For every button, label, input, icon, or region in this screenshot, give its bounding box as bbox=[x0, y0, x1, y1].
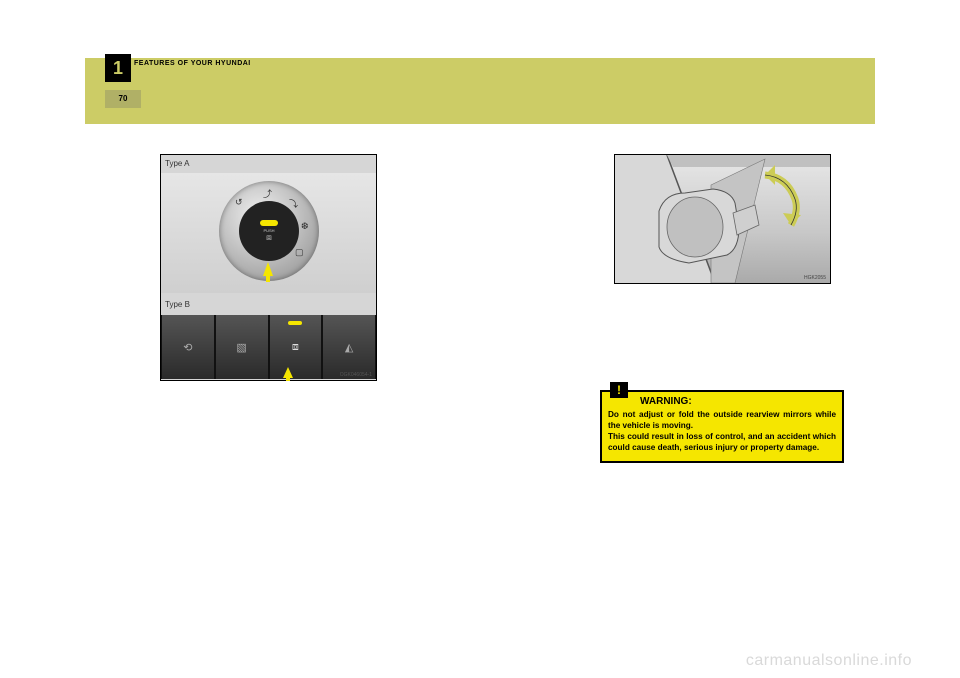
watermark: carmanualsonline.info bbox=[746, 652, 912, 670]
header-band bbox=[85, 58, 875, 124]
warning-text-2: This could result in loss of control, an… bbox=[608, 431, 836, 453]
figure-code-right: HGK2055 bbox=[804, 275, 826, 281]
warning-icon bbox=[610, 382, 628, 398]
mode-button-1: ⟲ bbox=[161, 315, 215, 379]
mirror-illustration bbox=[615, 155, 830, 283]
dial-center: PUSH ⧈ bbox=[239, 201, 299, 261]
page-number: 70 bbox=[105, 90, 141, 108]
warning-text-1: Do not adjust or fold the outside rearvi… bbox=[608, 409, 836, 431]
mode-button-2: ▧ bbox=[215, 315, 269, 379]
pointer-arrow-a bbox=[263, 262, 273, 276]
mode-button-3: ⧈ bbox=[269, 315, 323, 379]
figure-mirror-fold: HGK2055 bbox=[614, 154, 831, 284]
floor-icon: ◭ bbox=[345, 341, 353, 354]
type-a-label: Type A bbox=[165, 159, 189, 168]
manual-page: 1 FEATURES OF YOUR HYUNDAI 70 Type A MAX… bbox=[0, 0, 960, 678]
dial-indicator bbox=[260, 220, 278, 226]
bilevel-icon: ⤵ bbox=[289, 197, 298, 210]
pointer-arrow-b bbox=[283, 367, 293, 378]
warning-box: WARNING: Do not adjust or fold the outsi… bbox=[600, 390, 844, 463]
type-b-label: Type B bbox=[165, 300, 190, 309]
chapter-number: 1 bbox=[105, 54, 131, 82]
vent-icon: ⤴ bbox=[263, 187, 272, 200]
mode-button-4: ◭ bbox=[322, 315, 376, 379]
warning-title: WARNING: bbox=[640, 396, 836, 407]
floor-defrost-icon: ❆ bbox=[301, 221, 309, 232]
rear-defrost-icon: ⧈ bbox=[292, 341, 299, 354]
defrost-icon: ▢ bbox=[295, 247, 304, 258]
front-defrost-icon: ▧ bbox=[236, 341, 246, 354]
figure-climate-control: Type A MAX A/C ⤴ ⤵ ❆ ▢ ↺ PUSH ⧈ Type B bbox=[160, 154, 377, 381]
dial-panel: MAX A/C ⤴ ⤵ ❆ ▢ ↺ PUSH ⧈ bbox=[161, 173, 376, 293]
chapter-title: FEATURES OF YOUR HYUNDAI bbox=[134, 60, 251, 67]
figure-code-left: OGK046054-1 bbox=[340, 372, 372, 378]
rear-defrost-icon: ⧈ bbox=[266, 233, 272, 242]
face-icon: ↺ bbox=[235, 197, 243, 208]
button-row: ⟲ ▧ ⧈ ◭ bbox=[161, 315, 376, 379]
vent-icon: ⟲ bbox=[183, 341, 192, 354]
